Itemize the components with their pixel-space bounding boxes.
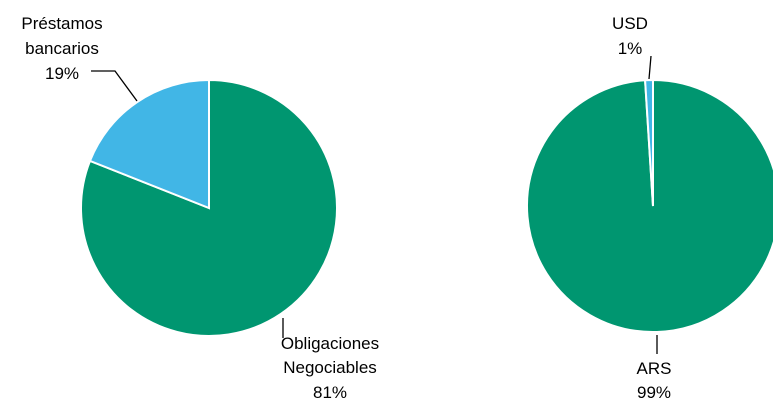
slice-pct-ars: 99% [637, 383, 671, 402]
slice-pct-usd: 1% [618, 39, 643, 58]
slice-pct-prestamos: 19% [45, 64, 79, 83]
slice-label-prestamos-line2: bancarios [25, 39, 99, 58]
slice-usd [644, 78, 654, 207]
pie-right-slices [526, 78, 773, 333]
pie-chart-right: USD 1% ARS 99% [526, 14, 773, 402]
slice-label-prestamos-line1: Préstamos [21, 14, 102, 33]
slice-label-obligaciones-line1: Obligaciones [281, 334, 379, 353]
pie-left-slices [80, 78, 338, 337]
leader-line-prestamos [91, 70, 138, 102]
slice-ars [526, 78, 773, 333]
slice-label-ars: ARS [637, 359, 672, 378]
leader-line-usd [648, 55, 652, 80]
slice-label-usd: USD [612, 14, 648, 33]
pie-chart-left: Préstamos bancarios 19% Obligaciones Neg… [21, 14, 379, 402]
slice-label-obligaciones-line2: Negociables [283, 358, 377, 377]
slice-pct-obligaciones: 81% [313, 383, 347, 402]
slice-prestamos-bancarios [88, 78, 210, 210]
